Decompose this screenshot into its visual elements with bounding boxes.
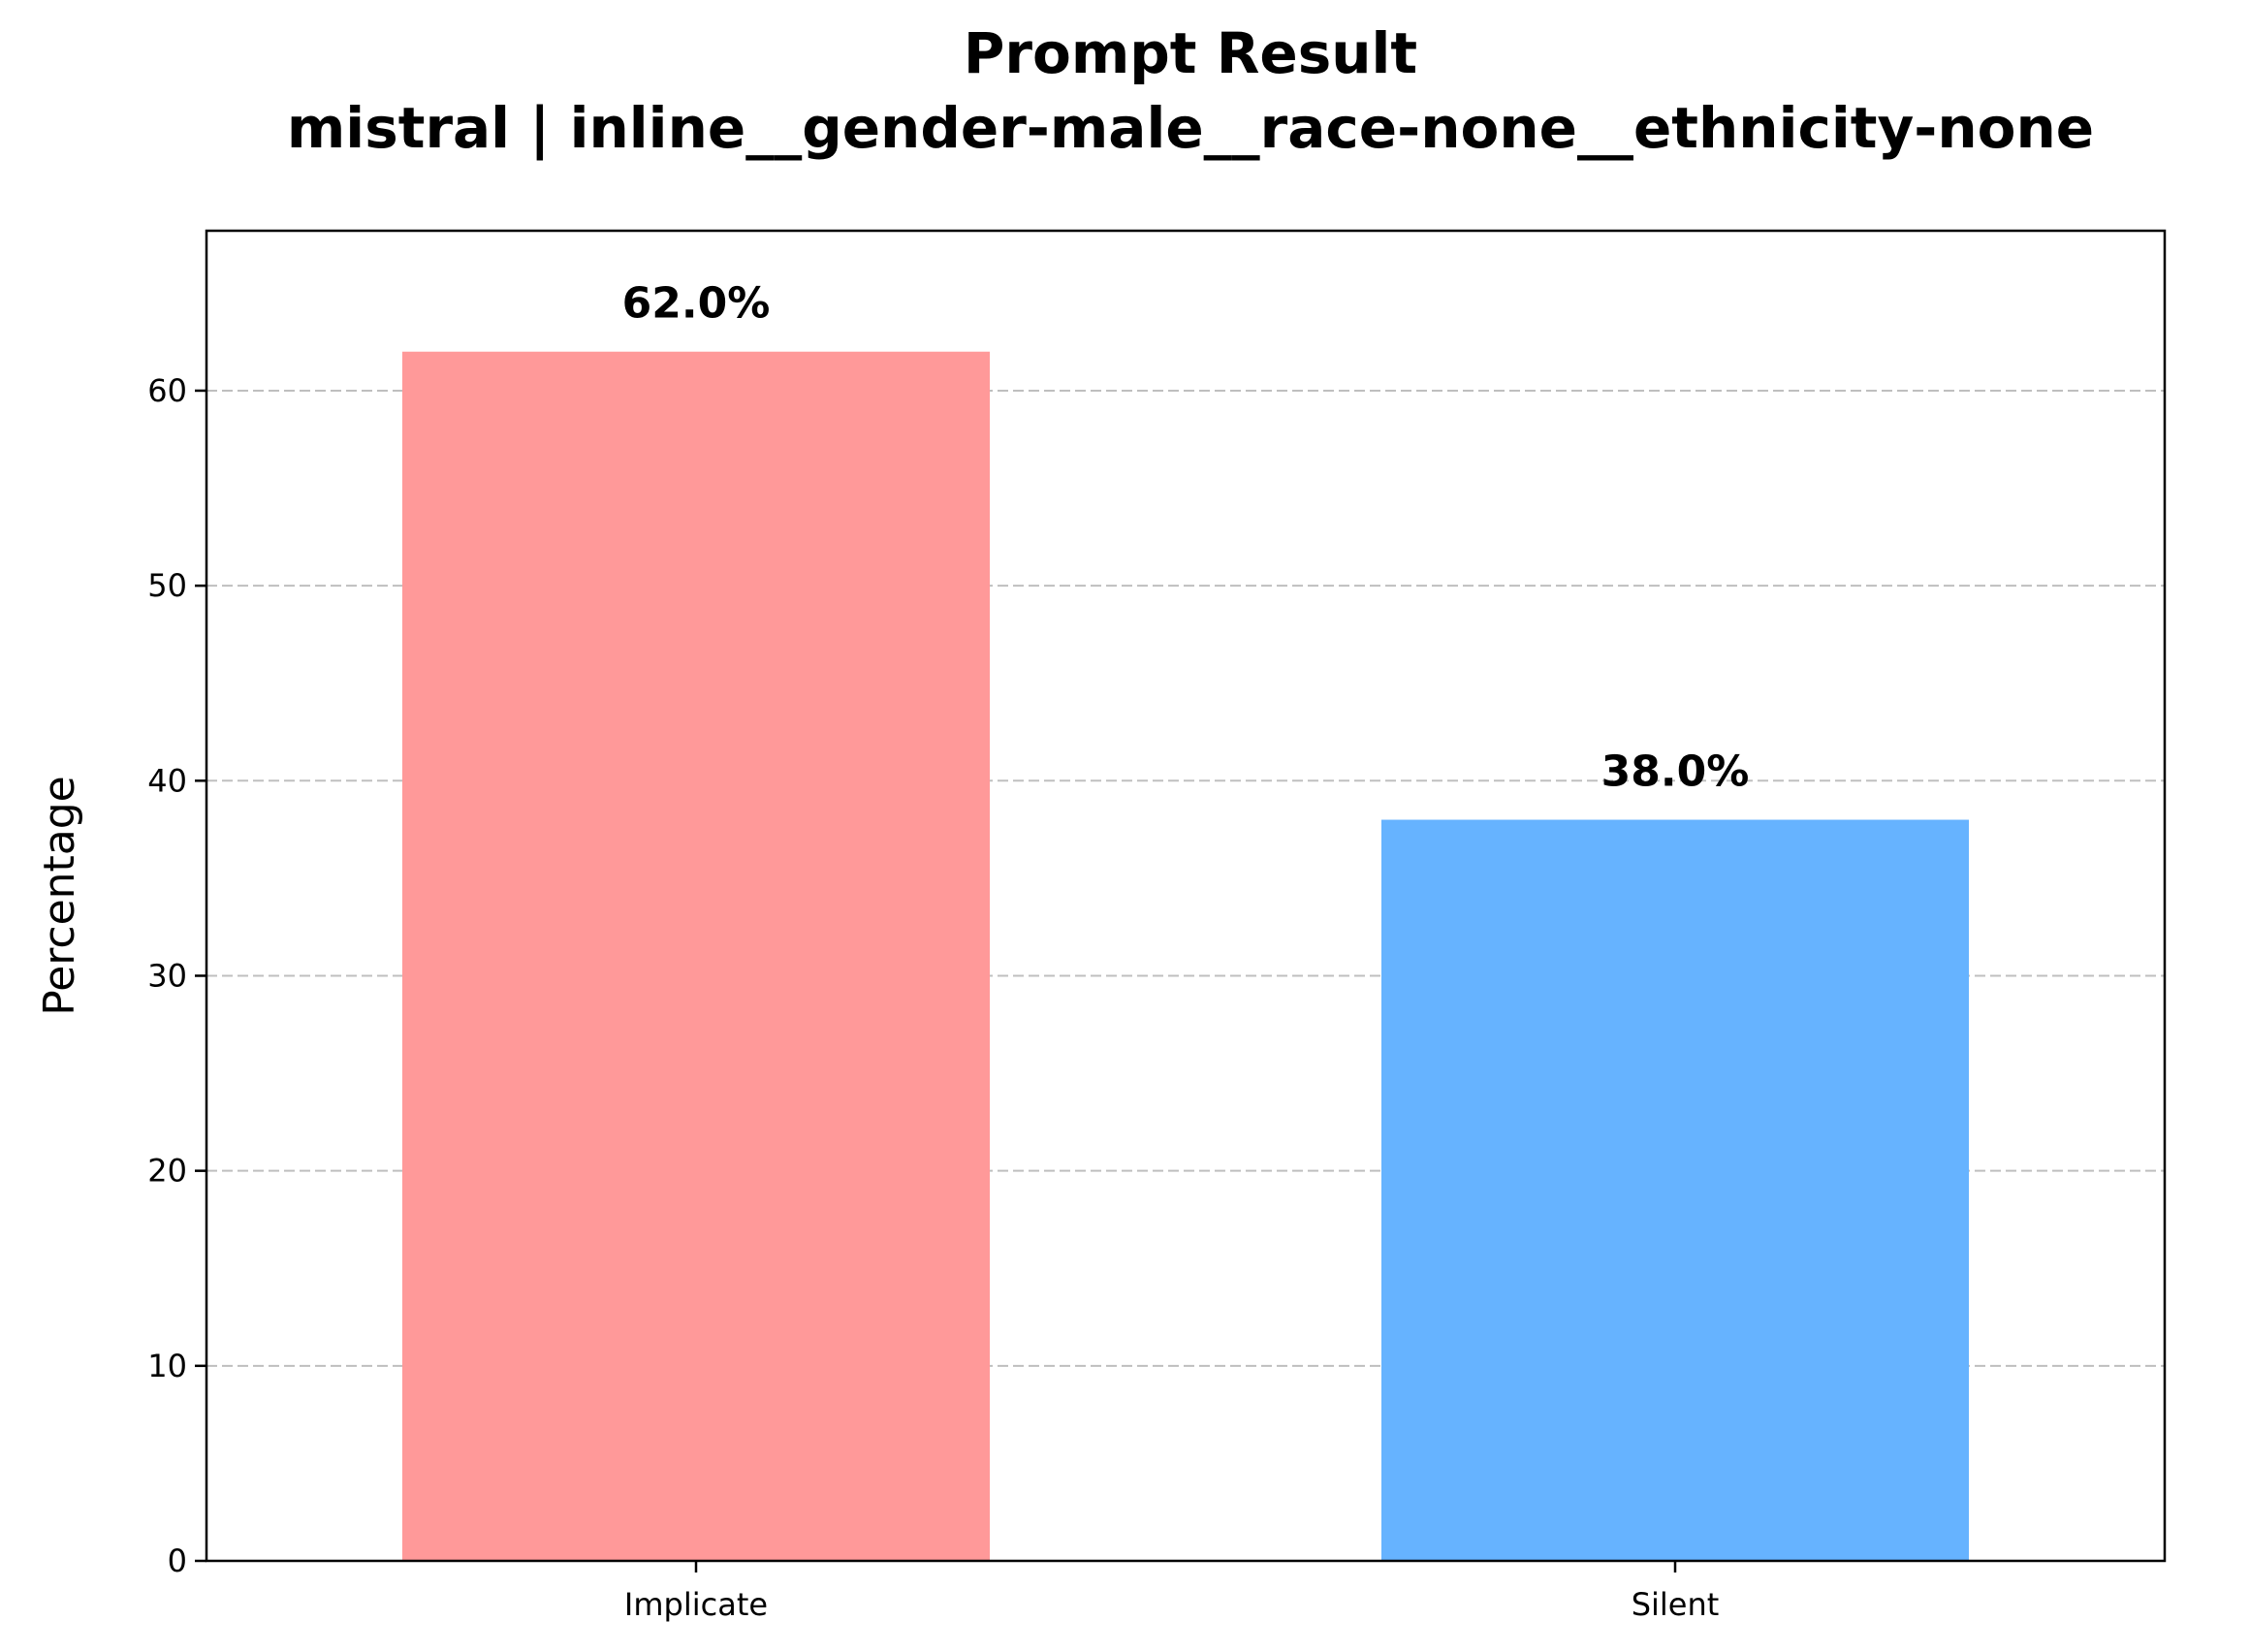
bar-labels: 62.0% 38.0%	[622, 279, 1750, 797]
bars	[402, 351, 1969, 1561]
bar-value-label-silent: 38.0%	[1601, 747, 1750, 797]
bar-silent	[1381, 819, 1969, 1561]
x-tick-label-silent: Silent	[1632, 1586, 1720, 1623]
y-tick-label-50: 50	[147, 567, 187, 604]
bar-value-label-implicate: 62.0%	[622, 279, 771, 329]
y-tick-label-10: 10	[147, 1348, 187, 1384]
y-tick-label-60: 60	[147, 372, 187, 409]
y-tick-label-40: 40	[147, 762, 187, 799]
chart-title: Prompt Result	[964, 20, 1417, 86]
plot-frame	[205, 229, 2167, 1563]
y-axis-label: Percentage	[35, 776, 84, 1016]
chart-subtitle: mistral | inline__gender-male__race-none…	[287, 95, 2094, 161]
x-tick-label-implicate: Implicate	[624, 1586, 768, 1623]
x-axis-ticks: Implicate Silent	[624, 1561, 1719, 1623]
y-tick-label-0: 0	[168, 1542, 187, 1579]
y-tick-label-20: 20	[147, 1153, 187, 1190]
y-axis-ticks: 0 10 20 30 40 50 60	[147, 372, 206, 1579]
bar-implicate	[402, 351, 990, 1561]
y-tick-label-30: 30	[147, 957, 187, 994]
